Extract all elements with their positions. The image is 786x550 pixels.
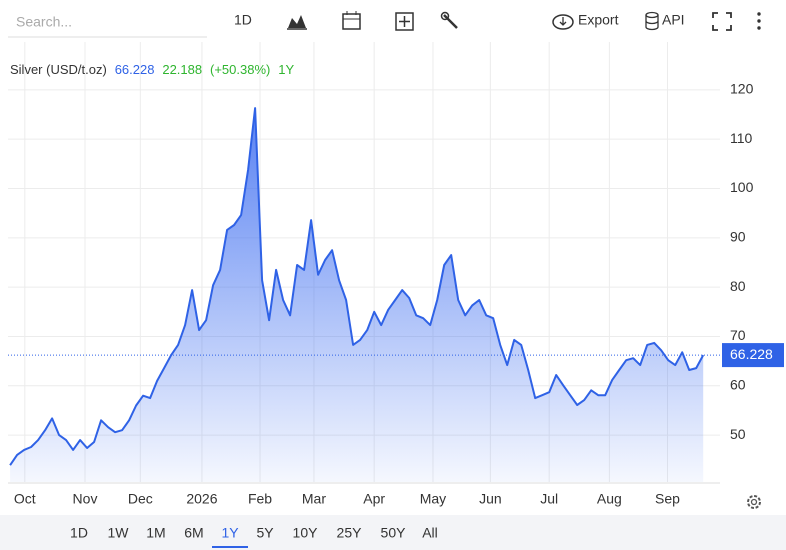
range-bar — [0, 515, 786, 550]
x-tick-label: Dec — [128, 491, 153, 507]
search-input[interactable]: Search... — [16, 14, 72, 30]
api-icon[interactable] — [645, 11, 659, 31]
settings-icon[interactable] — [747, 495, 761, 509]
export-button[interactable]: Export — [578, 12, 619, 28]
x-tick-label: Oct — [14, 491, 36, 507]
x-tick-label: Sep — [655, 491, 680, 507]
x-tick-label: Aug — [597, 491, 622, 507]
y-tick-label: 60 — [730, 377, 746, 393]
tools-icon[interactable] — [440, 11, 458, 29]
range-button[interactable]: 25Y — [337, 525, 363, 541]
fullscreen-icon[interactable] — [712, 12, 732, 31]
y-tick-label: 100 — [730, 179, 754, 195]
range-button[interactable]: 50Y — [381, 525, 407, 541]
api-button[interactable]: API — [662, 12, 685, 28]
toolbar: Search... 1D Export API — [8, 11, 761, 38]
change-percent: (+50.38%) — [210, 62, 270, 77]
last-price-label: 66.228 — [730, 346, 773, 362]
last-price: 66.228 — [115, 62, 155, 77]
x-tick-label: May — [420, 491, 446, 507]
x-tick-label: Apr — [363, 491, 385, 507]
area-fill — [10, 108, 704, 482]
x-tick-label: 2026 — [186, 491, 217, 507]
range-button[interactable]: 1Y — [221, 525, 239, 541]
x-tick-label: Mar — [302, 491, 326, 507]
interval-button[interactable]: 1D — [234, 12, 252, 28]
chart-type-icon[interactable] — [287, 15, 307, 30]
y-tick-label: 90 — [730, 229, 746, 245]
add-indicator-icon[interactable] — [395, 12, 414, 31]
export-icon[interactable] — [552, 14, 574, 30]
y-tick-label: 50 — [730, 426, 746, 442]
x-tick-label: Jul — [540, 491, 558, 507]
period: 1Y — [278, 62, 294, 77]
x-tick-label: Feb — [248, 491, 272, 507]
y-tick-label: 120 — [730, 81, 754, 97]
legend: Silver (USD/t.oz) 66.228 22.188 (+50.38%… — [10, 62, 294, 78]
range-button[interactable]: 10Y — [293, 525, 319, 541]
y-tick-label: 80 — [730, 278, 746, 294]
series-name: Silver (USD/t.oz) — [10, 62, 107, 77]
range-button[interactable]: 1W — [108, 525, 130, 541]
x-tick-label: Nov — [73, 491, 98, 507]
y-tick-label: 70 — [730, 327, 746, 343]
last-price-box — [722, 343, 784, 368]
range-button[interactable]: 1M — [146, 525, 165, 541]
menu-icon[interactable] — [757, 12, 761, 30]
range-button[interactable]: All — [422, 525, 438, 541]
y-tick-label: 110 — [730, 130, 753, 146]
range-button[interactable]: 6M — [184, 525, 203, 541]
range-button[interactable]: 1D — [70, 525, 88, 541]
calendar-icon[interactable] — [342, 11, 361, 30]
price-line — [9, 107, 705, 466]
range-button[interactable]: 5Y — [256, 525, 274, 541]
change: 22.188 — [162, 62, 202, 77]
x-tick-label: Jun — [479, 491, 502, 507]
